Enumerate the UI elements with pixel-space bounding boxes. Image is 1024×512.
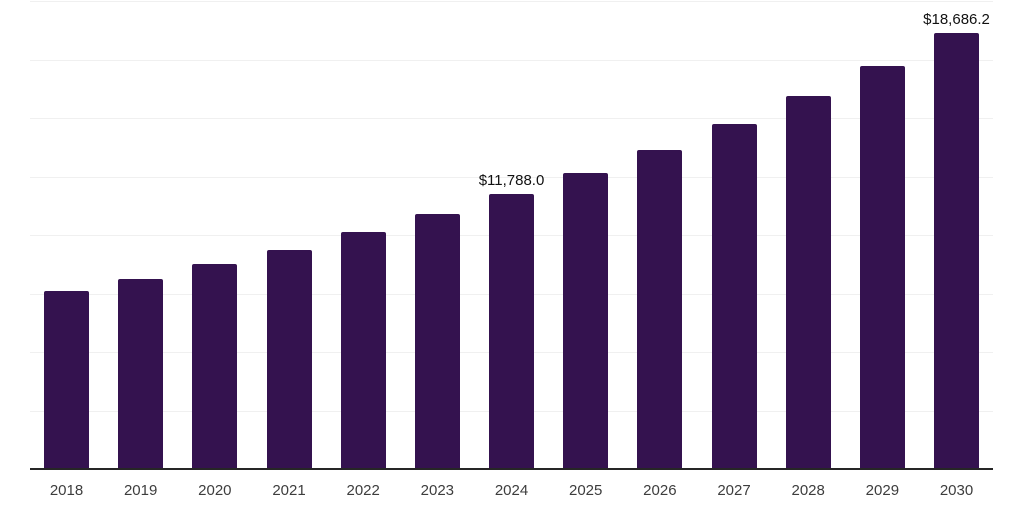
x-axis-line <box>30 468 993 470</box>
x-tick-2027: 2027 <box>717 482 751 499</box>
bar-2023 <box>414 213 460 470</box>
gridline <box>30 176 993 178</box>
bar-2030 <box>934 32 980 470</box>
bar-2028 <box>785 95 831 470</box>
bar-2022 <box>340 232 386 470</box>
x-tick-2030: 2030 <box>939 482 974 499</box>
bar-2027 <box>711 124 757 470</box>
bar-2021 <box>266 249 312 470</box>
x-tick-2025: 2025 <box>569 482 603 499</box>
data-label-2030: $18,686.2 <box>923 10 990 28</box>
bar-2018 <box>44 290 89 470</box>
x-tick-2021: 2021 <box>272 482 306 499</box>
bar-2024 <box>489 194 535 470</box>
gridline <box>30 1 993 2</box>
bar-2025 <box>563 173 609 470</box>
x-tick-2028: 2028 <box>791 482 825 499</box>
gridline <box>30 118 993 119</box>
x-tick-2029: 2029 <box>865 482 900 499</box>
bar-2029 <box>859 66 905 470</box>
data-label-2024: $11,788.0 <box>478 172 545 190</box>
x-tick-2022: 2022 <box>346 482 380 499</box>
x-tick-2019: 2019 <box>123 482 158 499</box>
gridline <box>30 59 993 61</box>
bar-2020 <box>192 264 238 470</box>
x-tick-2020: 2020 <box>198 482 232 499</box>
x-tick-2018: 2018 <box>49 482 84 499</box>
x-tick-2023: 2023 <box>420 482 455 499</box>
x-tick-2024: 2024 <box>494 482 529 499</box>
bar-2026 <box>637 150 683 470</box>
x-tick-2026: 2026 <box>643 482 677 499</box>
plot-area: $11,788.0 $18,686.2 <box>30 0 993 470</box>
bar-2019 <box>118 278 164 470</box>
